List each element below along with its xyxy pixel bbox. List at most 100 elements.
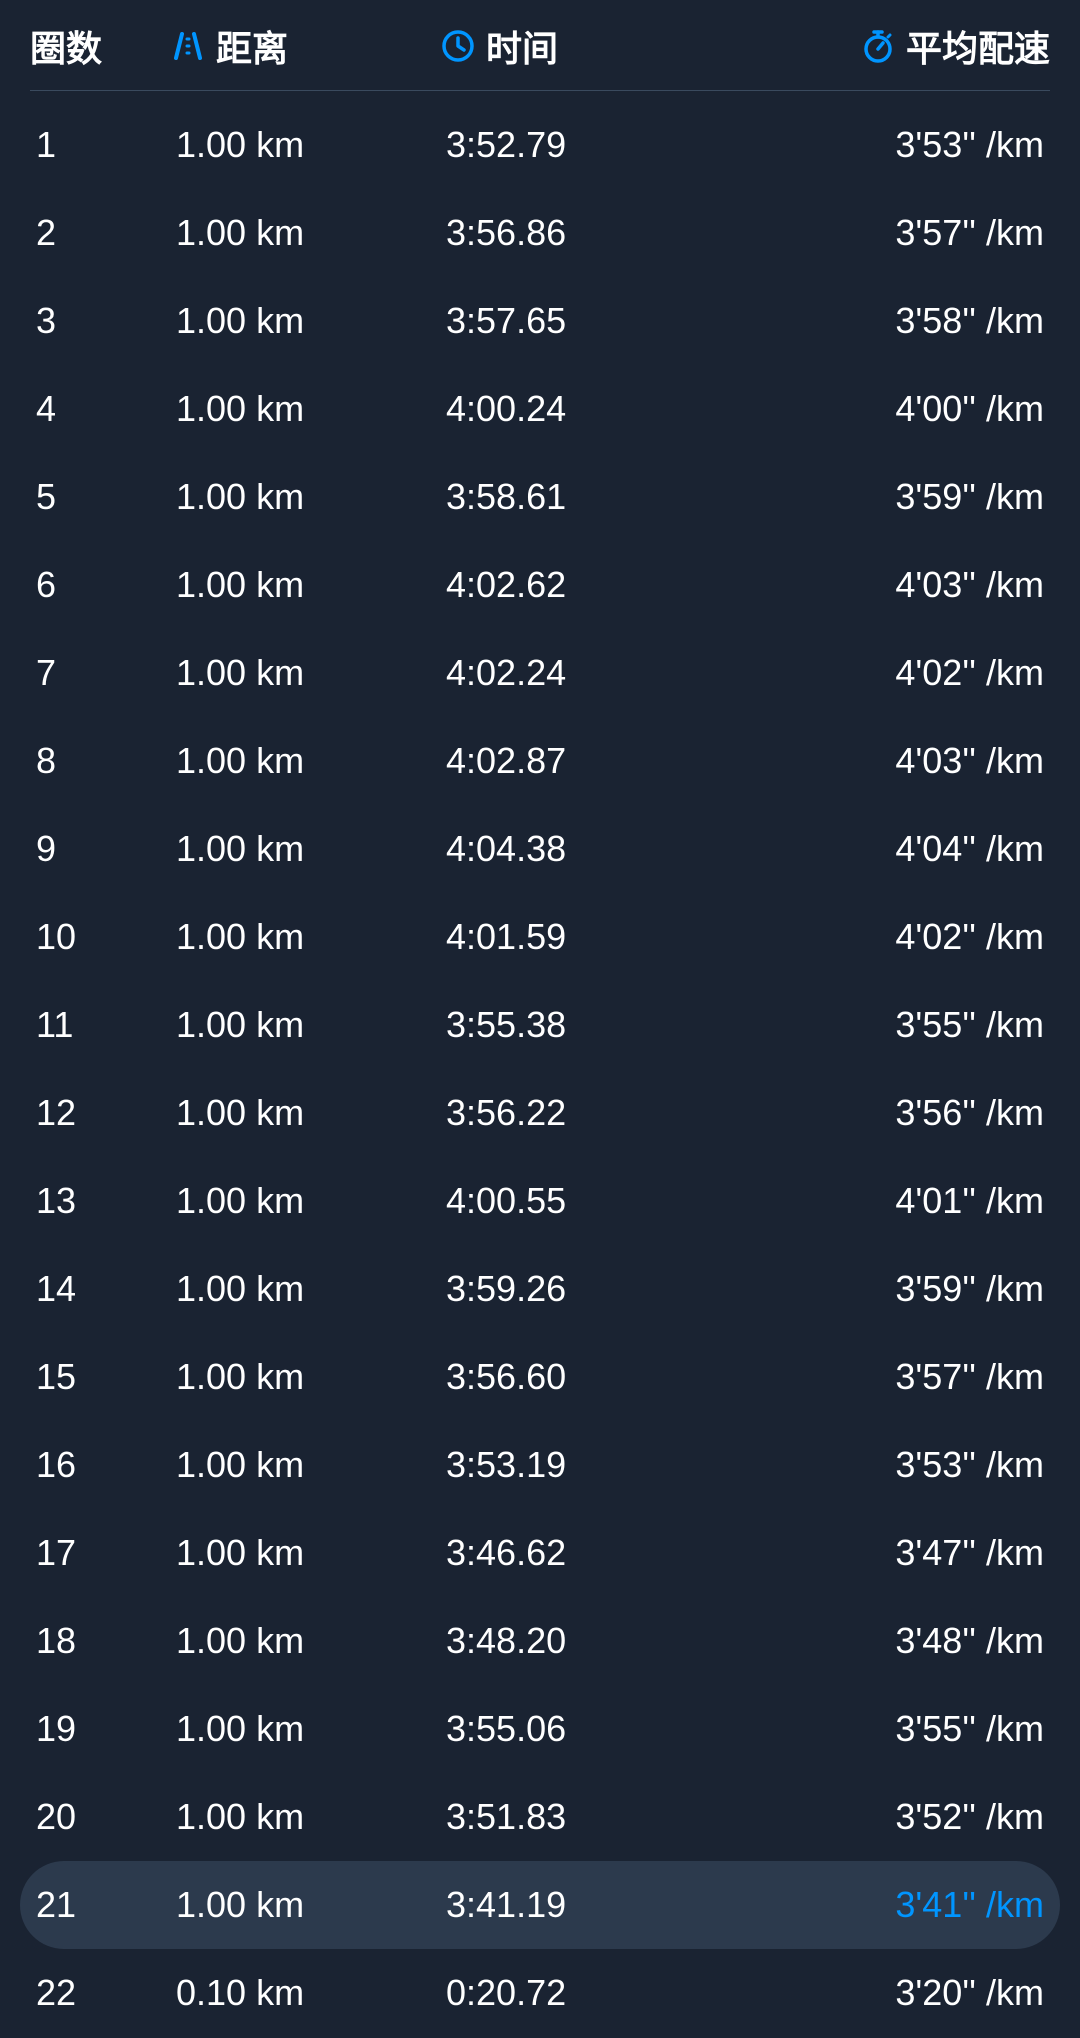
lap-time: 3:55.38 (446, 1004, 716, 1046)
lap-row[interactable]: 11.00 km3:52.793'53'' /km (30, 101, 1050, 189)
lap-row[interactable]: 191.00 km3:55.063'55'' /km (30, 1685, 1050, 1773)
lap-pace: 3'59'' /km (716, 476, 1044, 518)
lap-time: 3:56.22 (446, 1092, 716, 1134)
lap-distance: 1.00 km (176, 1356, 446, 1398)
lap-time: 4:01.59 (446, 916, 716, 958)
lap-pace: 3'48'' /km (716, 1620, 1044, 1662)
lap-row[interactable]: 61.00 km4:02.624'03'' /km (30, 541, 1050, 629)
lap-distance: 1.00 km (176, 740, 446, 782)
lap-distance: 1.00 km (176, 1004, 446, 1046)
lap-distance: 1.00 km (176, 1532, 446, 1574)
lap-pace: 3'52'' /km (716, 1796, 1044, 1838)
clock-icon (440, 28, 476, 64)
lap-number: 14 (36, 1268, 176, 1310)
table-header: 圈数 距离 时间 (30, 20, 1050, 91)
lap-time: 3:57.65 (446, 300, 716, 342)
lap-row[interactable]: 111.00 km3:55.383'55'' /km (30, 981, 1050, 1069)
lap-row[interactable]: 171.00 km3:46.623'47'' /km (30, 1509, 1050, 1597)
lap-number: 21 (36, 1884, 176, 1926)
lap-row[interactable]: 141.00 km3:59.263'59'' /km (30, 1245, 1050, 1333)
lap-pace: 4'03'' /km (716, 564, 1044, 606)
lap-time: 4:00.24 (446, 388, 716, 430)
header-time-column[interactable]: 时间 (440, 20, 710, 72)
lap-pace: 3'58'' /km (716, 300, 1044, 342)
lap-pace: 3'41'' /km (716, 1884, 1044, 1926)
lap-row[interactable]: 31.00 km3:57.653'58'' /km (30, 277, 1050, 365)
lap-distance: 0.10 km (176, 1972, 446, 2014)
lap-number: 20 (36, 1796, 176, 1838)
lap-time: 3:56.86 (446, 212, 716, 254)
lap-row[interactable]: 51.00 km3:58.613'59'' /km (30, 453, 1050, 541)
lap-number: 16 (36, 1444, 176, 1486)
header-pace-column[interactable]: 平均配速 (710, 20, 1050, 72)
lap-row[interactable]: 41.00 km4:00.244'00'' /km (30, 365, 1050, 453)
lap-row[interactable]: 21.00 km3:56.863'57'' /km (30, 189, 1050, 277)
lap-row[interactable]: 181.00 km3:48.203'48'' /km (30, 1597, 1050, 1685)
lap-row[interactable]: 131.00 km4:00.554'01'' /km (30, 1157, 1050, 1245)
header-lap-column[interactable]: 圈数 (30, 20, 170, 72)
lap-distance: 1.00 km (176, 564, 446, 606)
lap-number: 17 (36, 1532, 176, 1574)
lap-pace: 4'03'' /km (716, 740, 1044, 782)
lap-pace: 3'59'' /km (716, 1268, 1044, 1310)
lap-distance: 1.00 km (176, 300, 446, 342)
lap-row[interactable]: 211.00 km3:41.193'41'' /km (20, 1861, 1060, 1949)
lap-list[interactable]: 11.00 km3:52.793'53'' /km21.00 km3:56.86… (30, 101, 1050, 2037)
lap-time: 4:02.87 (446, 740, 716, 782)
lap-distance: 1.00 km (176, 212, 446, 254)
lap-distance: 1.00 km (176, 476, 446, 518)
lap-time: 3:46.62 (446, 1532, 716, 1574)
lap-number: 13 (36, 1180, 176, 1222)
lap-number: 12 (36, 1092, 176, 1134)
lap-pace: 4'01'' /km (716, 1180, 1044, 1222)
lap-number: 6 (36, 564, 176, 606)
header-distance-label: 距离 (216, 20, 288, 72)
lap-row[interactable]: 71.00 km4:02.244'02'' /km (30, 629, 1050, 717)
lap-distance: 1.00 km (176, 1180, 446, 1222)
lap-time: 3:53.19 (446, 1444, 716, 1486)
lap-distance: 1.00 km (176, 1444, 446, 1486)
lap-pace: 4'02'' /km (716, 916, 1044, 958)
lap-distance: 1.00 km (176, 1796, 446, 1838)
lap-number: 9 (36, 828, 176, 870)
lap-row[interactable]: 101.00 km4:01.594'02'' /km (30, 893, 1050, 981)
lap-number: 4 (36, 388, 176, 430)
lap-pace: 3'20'' /km (716, 1972, 1044, 2014)
lap-number: 15 (36, 1356, 176, 1398)
lap-number: 3 (36, 300, 176, 342)
lap-time: 3:56.60 (446, 1356, 716, 1398)
lap-distance: 1.00 km (176, 1092, 446, 1134)
lap-time: 4:02.24 (446, 652, 716, 694)
lap-row[interactable]: 151.00 km3:56.603'57'' /km (30, 1333, 1050, 1421)
lap-distance: 1.00 km (176, 916, 446, 958)
lap-row[interactable]: 91.00 km4:04.384'04'' /km (30, 805, 1050, 893)
lap-number: 7 (36, 652, 176, 694)
lap-row[interactable]: 220.10 km0:20.723'20'' /km (30, 1949, 1050, 2037)
lap-time: 3:52.79 (446, 124, 716, 166)
lap-time: 3:51.83 (446, 1796, 716, 1838)
lap-distance: 1.00 km (176, 652, 446, 694)
lap-distance: 1.00 km (176, 1884, 446, 1926)
lap-distance: 1.00 km (176, 1268, 446, 1310)
lap-pace: 3'56'' /km (716, 1092, 1044, 1134)
lap-number: 22 (36, 1972, 176, 2014)
lap-number: 1 (36, 124, 176, 166)
lap-pace: 3'53'' /km (716, 124, 1044, 166)
lap-row[interactable]: 161.00 km3:53.193'53'' /km (30, 1421, 1050, 1509)
lap-distance: 1.00 km (176, 1708, 446, 1750)
lap-pace: 3'55'' /km (716, 1004, 1044, 1046)
lap-row[interactable]: 81.00 km4:02.874'03'' /km (30, 717, 1050, 805)
lap-row[interactable]: 121.00 km3:56.223'56'' /km (30, 1069, 1050, 1157)
lap-number: 2 (36, 212, 176, 254)
lap-row[interactable]: 201.00 km3:51.833'52'' /km (30, 1773, 1050, 1861)
lap-pace: 4'02'' /km (716, 652, 1044, 694)
lap-time: 3:55.06 (446, 1708, 716, 1750)
lap-distance: 1.00 km (176, 1620, 446, 1662)
lap-distance: 1.00 km (176, 828, 446, 870)
lap-pace: 3'53'' /km (716, 1444, 1044, 1486)
distance-icon (170, 28, 206, 64)
lap-pace: 4'00'' /km (716, 388, 1044, 430)
lap-time: 0:20.72 (446, 1972, 716, 2014)
header-distance-column[interactable]: 距离 (170, 20, 440, 72)
lap-pace: 3'47'' /km (716, 1532, 1044, 1574)
